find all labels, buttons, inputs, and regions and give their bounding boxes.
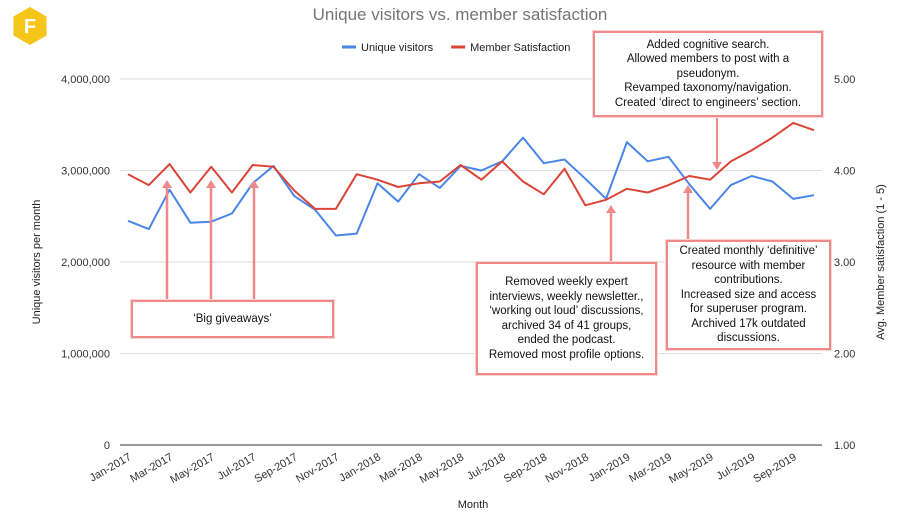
annotation-arrowhead — [606, 205, 616, 213]
annotation-definitive-resource: Created monthly ‘definitive’ resource wi… — [666, 240, 831, 350]
annotation-arrows — [162, 117, 722, 300]
x-tick-label: Mar-2017 — [128, 451, 175, 485]
x-tick-label: Sep-2018 — [502, 451, 549, 485]
legend-label: Member Satisfaction — [470, 42, 570, 54]
legend: Unique visitors Member Satisfaction — [342, 42, 570, 54]
x-tick-label: May-2017 — [168, 451, 216, 486]
x-tick-label: Jul-2019 — [715, 451, 758, 482]
x-tick-label: Jan-2019 — [587, 451, 633, 484]
x-tick-label: May-2018 — [418, 451, 466, 486]
annotation-arrowhead — [162, 180, 172, 188]
logo-letter: F — [24, 16, 36, 38]
y-axis-left-ticks: 0 1,000,000 2,000,000 3,000,000 4,000,000 — [61, 74, 110, 452]
legend-label: Unique visitors — [361, 42, 434, 54]
x-tick-label: Nov-2017 — [294, 451, 341, 485]
y-axis-left-title: Unique visitors per month — [31, 200, 43, 325]
series-lines — [127, 121, 815, 237]
y-right-tick-label: 3.00 — [834, 257, 855, 269]
x-tick-label: Jan-2018 — [337, 451, 383, 484]
x-tick-label: Sep-2017 — [252, 451, 299, 485]
annotation-arrowhead — [683, 185, 693, 193]
series-line-member-satisfaction — [127, 121, 815, 210]
annotation-big-giveaways: ‘Big giveaways’ — [131, 300, 334, 338]
x-axis-title: Month — [458, 499, 489, 511]
x-tick-label: Jul-2018 — [465, 451, 508, 482]
chart-title: Unique visitors vs. member satisfaction — [313, 5, 608, 24]
y-right-tick-label: 5.00 — [834, 74, 855, 86]
x-tick-label: Jul-2017 — [216, 451, 259, 482]
logo-icon: F — [13, 7, 47, 45]
y-left-tick-label: 3,000,000 — [61, 166, 110, 178]
y-right-tick-label: 4.00 — [834, 166, 855, 178]
annotation-arrowhead — [712, 162, 722, 170]
y-right-tick-label: 2.00 — [834, 349, 855, 361]
series-line-unique-visitors — [127, 136, 815, 237]
y-left-tick-label: 2,000,000 — [61, 257, 110, 269]
x-tick-label: Mar-2019 — [627, 451, 674, 485]
x-tick-label: Sep-2019 — [751, 451, 798, 485]
x-tick-label: May-2019 — [667, 451, 715, 486]
y-left-tick-label: 1,000,000 — [61, 349, 110, 361]
annotation-cognitive-search: Added cognitive search. Allowed members … — [593, 31, 823, 117]
x-tick-label: Jan-2017 — [88, 451, 134, 484]
annotation-arrowhead — [206, 180, 216, 188]
y-axis-right-ticks: 1.00 2.00 3.00 4.00 5.00 — [834, 74, 855, 452]
x-tick-label: Nov-2018 — [544, 451, 591, 485]
annotation-removed-features: Removed weekly expert interviews, weekly… — [476, 262, 657, 375]
annotation-arrowhead — [249, 180, 259, 188]
x-tick-label: Mar-2018 — [378, 451, 425, 485]
y-left-tick-label: 4,000,000 — [61, 74, 110, 86]
y-left-tick-label: 0 — [104, 440, 110, 452]
y-right-tick-label: 1.00 — [834, 440, 855, 452]
y-axis-right-title: Avg. Member satisfaction (1 - 5) — [875, 184, 887, 340]
